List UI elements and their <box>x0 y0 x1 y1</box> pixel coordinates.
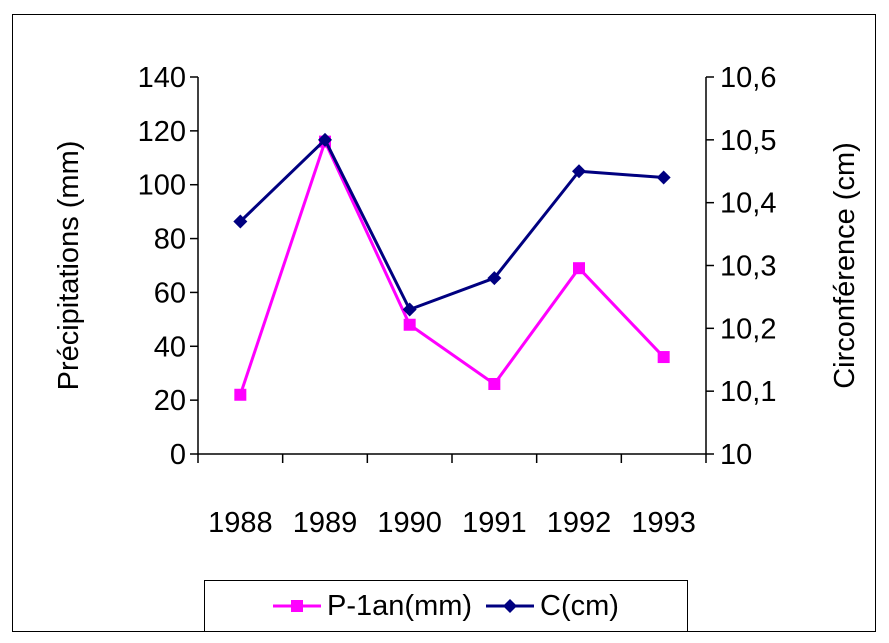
data-point-square <box>403 318 416 331</box>
left-tick-label: 0 <box>170 439 186 471</box>
data-point-square <box>657 351 670 364</box>
right-tick-label: 10,2 <box>720 313 776 345</box>
x-tick-label: 1992 <box>547 507 612 539</box>
square-marker-icon <box>273 600 322 612</box>
x-tick-label: 1988 <box>208 507 273 539</box>
series-line-1 <box>238 140 665 396</box>
right-tick-label: 10,4 <box>720 188 776 220</box>
legend-label-p1an: P-1an(mm) <box>327 589 473 622</box>
data-point-diamond <box>656 170 671 185</box>
right-tick-label: 10,5 <box>720 125 776 157</box>
legend-entry-p1an: P-1an(mm) <box>273 589 473 622</box>
chart-frame <box>12 14 876 632</box>
x-tick-label: 1989 <box>293 507 358 539</box>
legend-entry-c: C(cm) <box>486 589 619 622</box>
left-tick-label: 100 <box>138 170 186 202</box>
left-tick-label: 80 <box>154 224 186 256</box>
data-point-square <box>488 377 501 390</box>
right-tick-label: 10,6 <box>720 62 776 94</box>
data-point-square <box>234 388 247 401</box>
data-point-diamond <box>572 164 586 179</box>
diamond-marker-icon <box>486 599 535 613</box>
data-point-square <box>573 262 585 275</box>
data-point-diamond <box>233 214 248 229</box>
right-tick-label: 10 <box>720 439 752 471</box>
left-tick-label: 60 <box>154 277 186 309</box>
left-tick-label: 120 <box>138 116 186 148</box>
left-tick-label: 40 <box>154 331 186 363</box>
series-line-2 <box>239 138 664 311</box>
legend: P-1an(mm) C(cm) <box>204 580 688 632</box>
data-point-diamond <box>402 302 417 317</box>
right-tick-label: 10,1 <box>720 376 776 408</box>
left-axis-title: Précipitations (mm) <box>53 141 85 391</box>
x-tick-label: 1991 <box>462 507 527 539</box>
left-tick-label: 20 <box>154 385 186 417</box>
x-tick-label: 1990 <box>377 507 442 539</box>
data-point-diamond <box>318 132 332 147</box>
x-tick-label: 1993 <box>631 507 696 539</box>
left-tick-label: 140 <box>138 62 186 94</box>
right-axis-title: Circonférence (cm) <box>829 142 861 389</box>
data-point-diamond <box>487 271 502 286</box>
legend-label-c: C(cm) <box>540 589 619 622</box>
right-tick-label: 10,3 <box>720 251 776 283</box>
